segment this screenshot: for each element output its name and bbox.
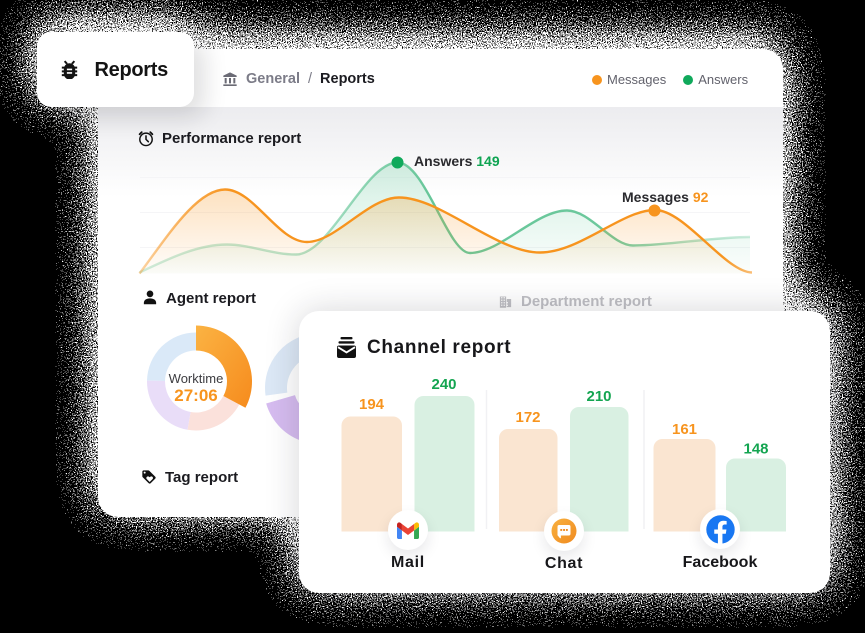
svg-text:148: 148 (743, 441, 768, 458)
svg-text:194: 194 (359, 396, 385, 413)
svg-text:161: 161 (672, 421, 697, 438)
svg-text:210: 210 (586, 388, 611, 405)
svg-text:240: 240 (431, 376, 456, 393)
svg-text:172: 172 (515, 409, 540, 426)
